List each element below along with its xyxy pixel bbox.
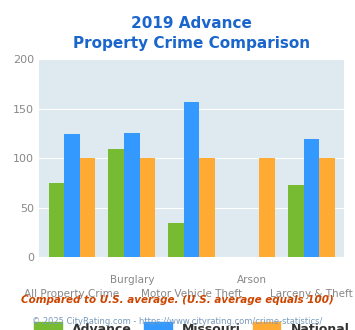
Bar (140, 158, 155, 257)
Bar (64, 134, 80, 257)
Bar (49, 183, 64, 257)
Bar (80, 158, 95, 257)
Text: Motor Vehicle Theft: Motor Vehicle Theft (141, 289, 242, 299)
Text: Larceny & Theft: Larceny & Theft (270, 289, 353, 299)
Bar (288, 185, 304, 257)
Bar (200, 158, 215, 257)
Bar (184, 102, 200, 257)
Bar (109, 148, 124, 257)
Bar (319, 158, 335, 257)
Bar (304, 139, 319, 257)
Bar (260, 158, 275, 257)
Title: 2019 Advance
Property Crime Comparison: 2019 Advance Property Crime Comparison (73, 16, 310, 51)
Text: Compared to U.S. average. (U.S. average equals 100): Compared to U.S. average. (U.S. average … (21, 295, 334, 305)
Text: Burglary: Burglary (110, 276, 154, 285)
Text: © 2025 CityRating.com - https://www.cityrating.com/crime-statistics/: © 2025 CityRating.com - https://www.city… (32, 317, 323, 326)
Legend: Advance, Missouri, National: Advance, Missouri, National (29, 317, 354, 330)
Bar (124, 133, 140, 257)
Text: Arson: Arson (236, 276, 267, 285)
Text: All Property Crime: All Property Crime (24, 289, 120, 299)
Bar (168, 223, 184, 257)
